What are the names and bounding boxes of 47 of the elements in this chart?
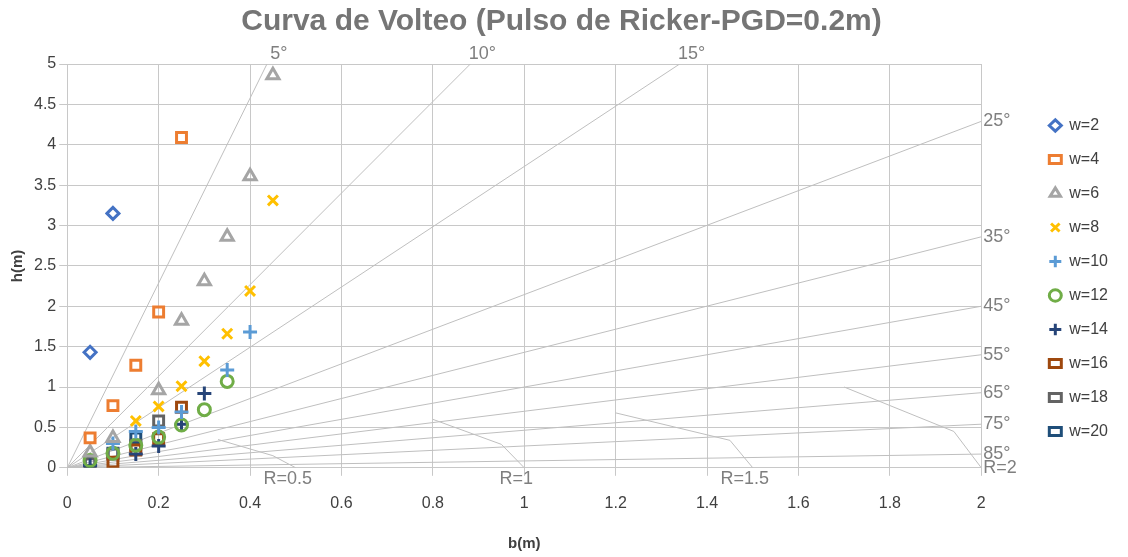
y-tick-label: 0 — [47, 458, 57, 476]
annotation: 65° — [983, 381, 1011, 402]
chart-title: Curva de Volteo (Pulso de Ricker-PGD=0.2m) — [241, 3, 882, 37]
annotation: 55° — [983, 343, 1011, 364]
y-tick-label: 3 — [47, 215, 57, 233]
y-tick-label: 1.5 — [33, 337, 57, 355]
y-tick-label: 4 — [47, 135, 57, 153]
x-tick-label: 1.8 — [878, 493, 902, 511]
x-tick-label: 1.6 — [787, 493, 810, 511]
legend-label: w=2 — [1068, 115, 1100, 133]
legend-label: w=18 — [1068, 387, 1109, 405]
annotation: R=1 — [499, 467, 534, 488]
x-tick-label: 0.8 — [421, 493, 445, 511]
x-tick-label: 0.6 — [330, 493, 353, 511]
y-axis-title: h(m) — [8, 249, 26, 283]
y-tick-label: 3.5 — [33, 175, 57, 193]
x-tick-label: 0.4 — [238, 493, 262, 511]
y-tick-label: 0.5 — [33, 417, 57, 435]
legend-label: w=14 — [1068, 319, 1109, 337]
legend-label: w=12 — [1068, 285, 1109, 303]
legend-label: w=8 — [1068, 217, 1100, 235]
x-tick-label: 2 — [976, 493, 986, 511]
annotation: R=1.5 — [720, 467, 770, 488]
legend-label: w=4 — [1068, 149, 1100, 167]
annotation: 10° — [468, 42, 496, 63]
x-tick-label: 1.2 — [604, 493, 627, 511]
legend-label: w=20 — [1068, 421, 1109, 439]
legend-label: w=6 — [1068, 183, 1100, 201]
y-tick-label: 5 — [47, 54, 57, 72]
x-tick-label: 0.2 — [147, 493, 170, 511]
annotation: R=0.5 — [263, 467, 313, 488]
x-tick-label: 1.4 — [695, 493, 719, 511]
x-axis-title: b(m) — [508, 534, 541, 552]
annotation: 75° — [983, 413, 1011, 434]
annotation: 45° — [983, 295, 1011, 316]
annotation: 35° — [983, 225, 1011, 246]
x-tick-label: 0 — [62, 493, 72, 511]
annotation: 15° — [678, 42, 706, 63]
y-tick-label: 4.5 — [33, 94, 57, 112]
legend-label: w=10 — [1068, 251, 1109, 269]
legend-label: w=16 — [1068, 353, 1109, 371]
annotation: 25° — [983, 110, 1011, 131]
x-tick-label: 1 — [519, 493, 529, 511]
y-tick-label: 2.5 — [33, 256, 57, 274]
y-tick-label: 1 — [47, 377, 57, 395]
y-tick-label: 2 — [47, 296, 57, 314]
annotation: 5° — [270, 42, 288, 63]
